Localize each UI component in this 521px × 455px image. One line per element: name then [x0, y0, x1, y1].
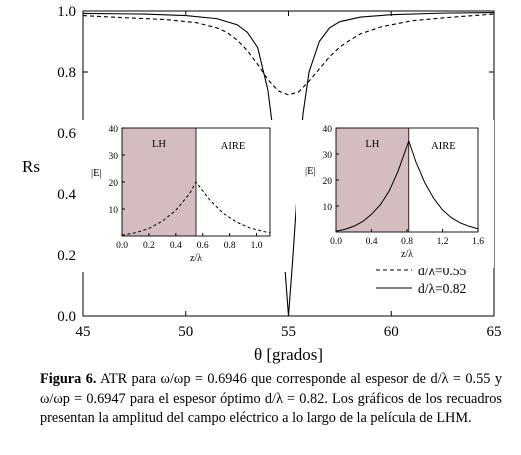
main-x-tick-label: 60 — [384, 324, 399, 340]
inset-x-tick-label: 0.4 — [366, 237, 378, 247]
lh-region-fill — [336, 128, 409, 232]
field-amplitude-line — [335, 139, 479, 232]
caption-text: ATR para ω/ωp = 0.6946 que corresponde a… — [40, 371, 502, 426]
main-y-tick-label: 0.0 — [57, 309, 76, 325]
main-chart: 45 50 55 60 65 0.0 0.2 0.4 0.6 0.8 1.0 θ [grados] Rs… — [22, 4, 502, 364]
main-y-tick-label: 1.0 — [57, 4, 76, 20]
main-x-tick-label: 55 — [281, 324, 296, 340]
inset-x-tick-label: 0.8 — [224, 241, 236, 251]
field-amplitude-line — [121, 181, 271, 236]
inset-x-tick-label: 0.0 — [330, 237, 342, 247]
inset-y-tick-label: 20 — [323, 177, 333, 187]
inset-x-tick-label: 0.4 — [170, 241, 182, 251]
inset-y-tick-label: 30 — [109, 152, 119, 162]
inset-chart-field-082: LH AIRE 0.0 0.4 0.8 1.2 1.6 10 20 30 40 z/λ |E| — [296, 120, 494, 268]
lh-region-fill — [122, 128, 196, 236]
inset-y-axis-label: |E| — [91, 168, 102, 179]
main-y-tick-label: 0.2 — [57, 248, 76, 264]
inset-x-tick-label: 0.6 — [197, 241, 209, 251]
region-label-lh: LH — [365, 139, 379, 150]
atr-figure: 45 50 55 60 65 0.0 0.2 0.4 0.6 0.8 1.0 θ [grados] Rs… — [22, 4, 502, 364]
region-label-aire: AIRE — [221, 141, 246, 152]
main-y-tick-label: 0.4 — [57, 187, 76, 203]
inset-x-tick-label: 1.6 — [472, 237, 484, 247]
caption-label: Figura 6. — [40, 371, 97, 387]
inset-x-tick-label: 0.8 — [401, 237, 413, 247]
inset-y-tick-label: 30 — [323, 151, 333, 161]
inset-x-tick-label: 1.2 — [437, 237, 449, 247]
inset-y-tick-label: 10 — [109, 206, 119, 216]
inset-y-tick-label: 40 — [323, 125, 333, 135]
region-label-lh: LH — [152, 139, 166, 150]
inset-x-tick-label: 1.0 — [251, 241, 263, 251]
main-y-tick-label: 0.8 — [57, 65, 76, 81]
inset-y-tick-label: 40 — [109, 125, 119, 135]
legend-label-2: d/λ=0.82 — [418, 281, 466, 296]
inset-y-axis-label: |E| — [305, 166, 316, 177]
main-x-tick-label: 50 — [178, 324, 193, 340]
main-y-tick-label: 0.6 — [57, 126, 76, 142]
figure-caption: Figura 6. ATR para ω/ωp = 0.6946 que cor… — [40, 370, 502, 429]
inset-y-tick-label: 10 — [323, 203, 333, 213]
inset-x-tick-label: 0.0 — [116, 241, 128, 251]
region-label-aire: AIRE — [431, 141, 456, 152]
main-x-tick-label: 45 — [76, 324, 91, 340]
main-y-axis-label: Rs — [22, 157, 40, 176]
inset-chart-field-055: LH AIRE 0.0 0.2 0.4 0.6 0.8 1.0 10 20 30 40 z/λ |E| — [82, 120, 286, 272]
main-x-axis-label: θ [grados] — [254, 345, 323, 364]
inset-x-axis-label: z/λ — [190, 253, 202, 264]
main-series-line-1 — [82, 13, 495, 96]
inset-x-tick-label: 0.2 — [143, 241, 155, 251]
inset-x-axis-label: z/λ — [401, 249, 413, 260]
inset-y-tick-label: 20 — [109, 179, 119, 189]
main-x-tick-label: 65 — [487, 324, 502, 340]
